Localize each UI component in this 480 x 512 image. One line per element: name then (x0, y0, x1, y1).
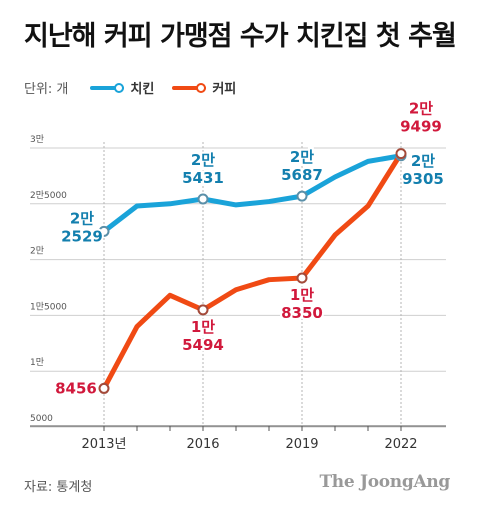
legend-swatch-coffee (172, 81, 207, 95)
data-point-coffee (98, 382, 110, 394)
legend-item-coffee: 커피 (172, 78, 236, 97)
data-point-chicken (197, 193, 209, 205)
data-label-line: 9305 (402, 170, 444, 188)
data-label-line: 2만 (411, 152, 435, 170)
data-label-coffee: 2만 9499 (400, 100, 442, 136)
data-label-coffee: 1만 5494 (182, 318, 224, 354)
unit-label: 단위: 개 (24, 82, 69, 97)
data-label-chicken: 2만 5687 (281, 148, 323, 184)
data-point-coffee (296, 272, 308, 284)
series-line-chicken (101, 153, 404, 234)
y-tick-label: 1만5000 (30, 301, 67, 312)
publisher-logo: The JoongAng (319, 472, 450, 492)
data-point-chicken (98, 225, 110, 237)
legend-swatch-chicken (90, 81, 125, 95)
x-tick-label: 2013년 (81, 437, 126, 452)
data-label-line: 8456 (55, 379, 97, 397)
source-note: 자료: 통계청 (24, 480, 93, 495)
x-tick-label: 2019 (285, 437, 318, 452)
data-label-line: 5494 (182, 336, 224, 354)
legend-label-coffee: 커피 (212, 82, 237, 97)
series-line-coffee (101, 151, 404, 391)
data-label-line: 1만 (191, 318, 215, 336)
x-tick-label: 2016 (186, 437, 219, 452)
data-label-coffee: 1만 8350 (281, 286, 323, 322)
legend-item-chicken: 치킨 (90, 78, 154, 97)
data-label-line: 2만 (409, 100, 433, 118)
legend-label-chicken: 치킨 (130, 82, 155, 97)
y-tick-label: 3만 (30, 134, 44, 145)
data-label-chicken: 2만 9305 (402, 152, 444, 188)
y-tick-label: 2만 (30, 246, 44, 257)
data-label-line: 8350 (281, 304, 323, 322)
data-label-line: 5687 (281, 166, 323, 184)
data-label-chicken: 2만 2529 (61, 209, 103, 245)
data-label-line: 2만 (70, 209, 94, 227)
data-label-line: 9499 (400, 118, 442, 136)
data-label-line: 5431 (182, 169, 224, 187)
data-label-chicken: 2만 5431 (182, 151, 224, 187)
data-label-coffee: 8456 (55, 379, 97, 397)
data-label-line: 2만 (191, 151, 215, 169)
data-point-chicken (296, 190, 308, 202)
y-tick-label: 5000 (30, 414, 53, 424)
y-tick-label: 1만 (30, 357, 44, 368)
chart-title: 지난해 커피 가맹점 수가 치킨집 첫 추월 (24, 21, 457, 52)
data-label-line: 2만 (290, 148, 314, 166)
legend: 단위: 개 치킨 커피 (24, 78, 254, 97)
data-label-line: 2529 (61, 227, 103, 245)
data-label-line: 1만 (290, 286, 314, 304)
x-tick-label: 2022 (384, 437, 417, 452)
data-point-coffee (197, 304, 209, 316)
data-point-coffee (395, 148, 407, 160)
y-tick-label: 2만5000 (30, 190, 67, 201)
